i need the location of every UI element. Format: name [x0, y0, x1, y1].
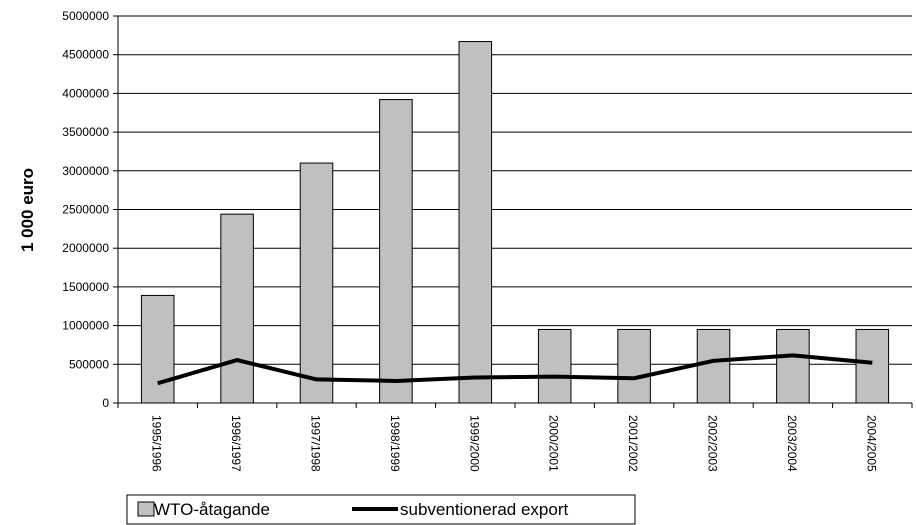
- y-tick-label: 5000000: [62, 9, 109, 23]
- bar: [617, 328, 651, 404]
- y-tick-label: 2500000: [62, 203, 109, 217]
- bar: [220, 213, 254, 404]
- y-tick-label: 0: [102, 396, 109, 410]
- legend-label-bar: WTO-åtagande: [154, 500, 270, 519]
- legend: WTO-åtagande subventionerad export: [126, 494, 636, 525]
- y-tick-label: 2000000: [62, 241, 109, 255]
- bar: [537, 328, 572, 404]
- y-axis-label: 1 000 euro: [18, 168, 37, 252]
- series-line: [157, 353, 873, 386]
- line-series: [157, 353, 873, 386]
- bar-series: [140, 41, 890, 404]
- x-tick-label: 1998/1999: [388, 415, 402, 472]
- bar: [458, 41, 493, 404]
- axes: [113, 15, 913, 408]
- y-tick-label: 3000000: [62, 164, 109, 178]
- y-tick-labels: 0 500000 1000000 1500000 2000000 2500000 30000…: [62, 9, 109, 410]
- x-tick-label: 1997/1998: [309, 415, 323, 472]
- y-tick-label: 500000: [69, 357, 109, 371]
- bar: [776, 328, 810, 404]
- bar: [696, 328, 731, 404]
- x-tick-label: 2002/2003: [706, 415, 720, 472]
- y-tick-label: 1000000: [62, 319, 109, 333]
- x-tick-label: 2001/2002: [626, 415, 640, 472]
- legend-swatch-bar: [137, 501, 155, 517]
- x-tick-label: 1996/1997: [229, 415, 243, 472]
- y-tick-label: 4000000: [62, 86, 109, 100]
- bar: [140, 294, 175, 404]
- y-tick-label: 3500000: [62, 125, 109, 139]
- x-tick-label: 2000/2001: [547, 415, 561, 472]
- x-tick-label: 2004/2005: [864, 415, 878, 472]
- y-tick-label: 4500000: [62, 48, 109, 62]
- legend-label-line: subventionerad export: [400, 500, 569, 519]
- bar: [855, 328, 890, 404]
- x-tick-label: 1995/1996: [150, 415, 164, 472]
- x-tick-label: 2003/2004: [785, 415, 799, 472]
- x-tick-labels: 1995/1996 1996/1997 1997/1998 1998/1999 1999…: [150, 415, 879, 472]
- x-tick-label: 1999/2000: [467, 415, 481, 472]
- bar: [379, 99, 413, 404]
- y-tick-label: 1500000: [62, 280, 109, 294]
- bar: [299, 162, 334, 404]
